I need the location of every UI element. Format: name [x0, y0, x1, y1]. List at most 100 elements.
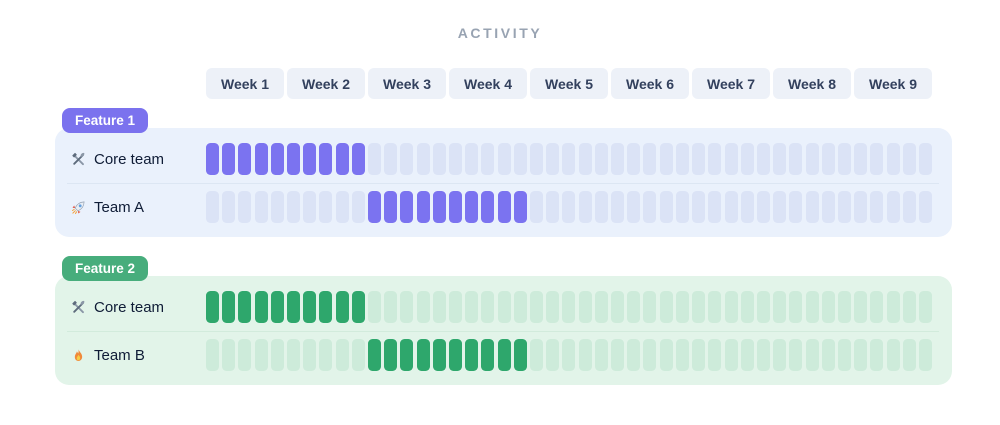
- activity-cell-filled: [222, 143, 236, 175]
- activity-cell-empty: [416, 291, 430, 323]
- activity-cell-filled: [416, 339, 430, 371]
- activity-cell-filled: [481, 339, 495, 371]
- activity-cell-empty: [594, 339, 608, 371]
- activity-cell-empty: [449, 291, 463, 323]
- activity-cell-empty: [513, 291, 527, 323]
- activity-cell-empty: [708, 143, 722, 175]
- activity-cell-empty: [627, 143, 641, 175]
- activity-cell-empty: [578, 191, 592, 223]
- activity-cell-filled: [351, 291, 365, 323]
- activity-cell-empty: [773, 291, 787, 323]
- activity-cell-track: [206, 143, 932, 175]
- activity-cell-empty: [886, 191, 900, 223]
- activity-cell-empty: [611, 143, 625, 175]
- activity-cell-filled: [481, 191, 495, 223]
- activity-cell-filled: [319, 143, 333, 175]
- activity-cell-filled: [303, 143, 317, 175]
- activity-cell-empty: [206, 339, 219, 371]
- activity-cell-empty: [594, 291, 608, 323]
- activity-cell-empty: [643, 291, 657, 323]
- activity-cell-filled: [384, 339, 398, 371]
- activity-cell-empty: [837, 143, 851, 175]
- activity-cell-empty: [611, 291, 625, 323]
- activity-cell-empty: [368, 143, 382, 175]
- activity-cell-empty: [465, 291, 479, 323]
- activity-cell-filled: [206, 291, 219, 323]
- activity-cell-empty: [870, 339, 884, 371]
- activity-cell-empty: [675, 143, 689, 175]
- feature-badge: Feature 1: [62, 108, 149, 133]
- activity-cell-filled: [384, 191, 398, 223]
- activity-cell-empty: [854, 291, 868, 323]
- activity-cell-empty: [611, 339, 625, 371]
- activity-cell-filled: [449, 339, 463, 371]
- activity-cell-empty: [287, 339, 301, 371]
- activity-cell-empty: [708, 191, 722, 223]
- week-header-pill: Week 1: [206, 68, 284, 99]
- activity-cell-empty: [432, 143, 446, 175]
- activity-cell-empty: [530, 339, 544, 371]
- activity-cell-empty: [643, 143, 657, 175]
- activity-cell-empty: [675, 291, 689, 323]
- activity-cell-empty: [643, 191, 657, 223]
- activity-cell-empty: [870, 291, 884, 323]
- activity-cell-empty: [627, 291, 641, 323]
- activity-cell-empty: [918, 291, 932, 323]
- activity-cell-empty: [238, 339, 252, 371]
- activity-cell-empty: [578, 291, 592, 323]
- activity-cell-track: [206, 339, 932, 371]
- activity-cell-empty: [740, 291, 754, 323]
- activity-cell-filled: [497, 339, 511, 371]
- activity-cell-empty: [594, 143, 608, 175]
- row-label-text: Team B: [94, 346, 145, 364]
- activity-cell-empty: [611, 191, 625, 223]
- activity-cell-filled: [465, 191, 479, 223]
- activity-cell-empty: [351, 339, 365, 371]
- activity-cell-empty: [854, 143, 868, 175]
- activity-cell-empty: [902, 191, 916, 223]
- activity-cell-empty: [222, 339, 236, 371]
- activity-cell-empty: [530, 291, 544, 323]
- activity-cell-empty: [724, 339, 738, 371]
- week-header-pill: Week 9: [854, 68, 932, 99]
- activity-cell-empty: [789, 291, 803, 323]
- row-divider: [67, 331, 939, 332]
- activity-cell-filled: [351, 143, 365, 175]
- activity-cell-empty: [805, 143, 819, 175]
- activity-cell-empty: [805, 291, 819, 323]
- activity-cell-empty: [902, 143, 916, 175]
- activity-cell-empty: [643, 339, 657, 371]
- activity-cell-empty: [594, 191, 608, 223]
- activity-cell-empty: [724, 291, 738, 323]
- activity-cell-empty: [740, 339, 754, 371]
- activity-cell-empty: [578, 339, 592, 371]
- week-header-pill: Week 3: [368, 68, 446, 99]
- activity-cell-empty: [821, 191, 835, 223]
- activity-cell-empty: [562, 291, 576, 323]
- activity-cell-empty: [837, 191, 851, 223]
- activity-cell-empty: [578, 143, 592, 175]
- rocket-icon: [70, 199, 86, 215]
- activity-cell-filled: [497, 191, 511, 223]
- activity-cell-empty: [659, 191, 673, 223]
- activity-cell-empty: [837, 291, 851, 323]
- week-header-pill: Week 4: [449, 68, 527, 99]
- fire-icon: [70, 347, 86, 363]
- activity-cell-empty: [562, 143, 576, 175]
- row-label: Team A: [55, 199, 206, 216]
- activity-cell-filled: [400, 191, 414, 223]
- activity-cell-filled: [238, 291, 252, 323]
- activity-cell-empty: [497, 291, 511, 323]
- activity-cell-empty: [789, 143, 803, 175]
- row-label-text: Core team: [94, 150, 165, 168]
- activity-cell-filled: [254, 143, 268, 175]
- week-header-pill: Week 8: [773, 68, 851, 99]
- activity-cell-filled: [432, 191, 446, 223]
- chart-title: ACTIVITY: [457, 25, 543, 41]
- activity-cell-empty: [886, 291, 900, 323]
- activity-cell-empty: [805, 339, 819, 371]
- activity-cell-empty: [789, 191, 803, 223]
- activity-cell-empty: [206, 191, 219, 223]
- activity-cell-empty: [562, 339, 576, 371]
- activity-cell-empty: [659, 339, 673, 371]
